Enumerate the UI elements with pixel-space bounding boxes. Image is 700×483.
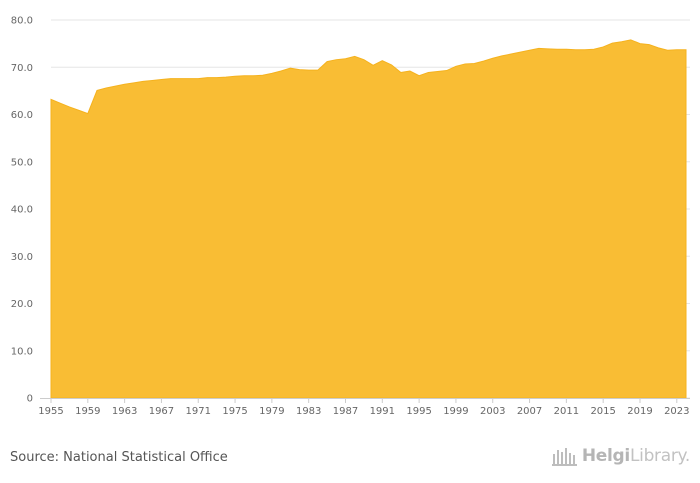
helgi-library-logo[interactable]: HelgiLibrary.: [551, 446, 690, 466]
y-tick-label: 50.0: [11, 157, 33, 168]
x-tick-label: 1987: [333, 406, 358, 417]
y-tick-label: 0: [27, 394, 33, 405]
x-tick-label: 2019: [627, 406, 652, 417]
x-tick-label: 1991: [370, 406, 395, 417]
library-building-icon: [551, 448, 577, 466]
series-area: [50, 39, 687, 399]
brand-regular: Library.: [629, 446, 690, 466]
source-note: Source: National Statistical Office: [10, 450, 228, 465]
x-tick-label: 1975: [222, 406, 247, 417]
x-tick-label: 1979: [259, 406, 284, 417]
x-tick-label: 1983: [296, 406, 321, 417]
y-tick-label: 70.0: [11, 63, 33, 74]
x-tick-label: 1971: [186, 406, 211, 417]
x-tick-label: 2011: [554, 406, 579, 417]
x-tick-label: 1995: [406, 406, 431, 417]
y-tick-label: 40.0: [11, 205, 33, 216]
x-tick-label: 1959: [75, 406, 100, 417]
x-tick-label: 2003: [480, 406, 505, 417]
x-tick-label: 2023: [664, 406, 689, 417]
x-tick-label: 2007: [517, 406, 542, 417]
y-axis: 0 10.0 20.0 30.0 40.0 50.0 60.0 70.0 80.0: [11, 16, 33, 405]
y-tick-label: 60.0: [11, 110, 33, 121]
y-tick-label: 80.0: [11, 16, 33, 27]
area-chart: 010.020.030.040.050.060.070.080.0 1955 19…: [11, 16, 690, 417]
y-tick-label: 20.0: [11, 299, 33, 310]
x-tick-label: 1955: [38, 406, 63, 417]
x-tick-label: 1963: [112, 406, 137, 417]
x-axis: 1955 1959 1963 1967 1971 1975 1979 1983 1987 1991…: [38, 398, 690, 417]
y-tick-label: 10.0: [11, 346, 33, 357]
x-tick-label: 1967: [149, 406, 174, 417]
area-series: [50, 39, 687, 399]
brand-bold: Helgi: [581, 446, 630, 466]
brand-name: HelgiLibrary.: [582, 446, 690, 466]
y-tick-label: 30.0: [11, 252, 33, 263]
x-tick-label: 2015: [590, 406, 615, 417]
x-tick-label: 1999: [443, 406, 468, 417]
